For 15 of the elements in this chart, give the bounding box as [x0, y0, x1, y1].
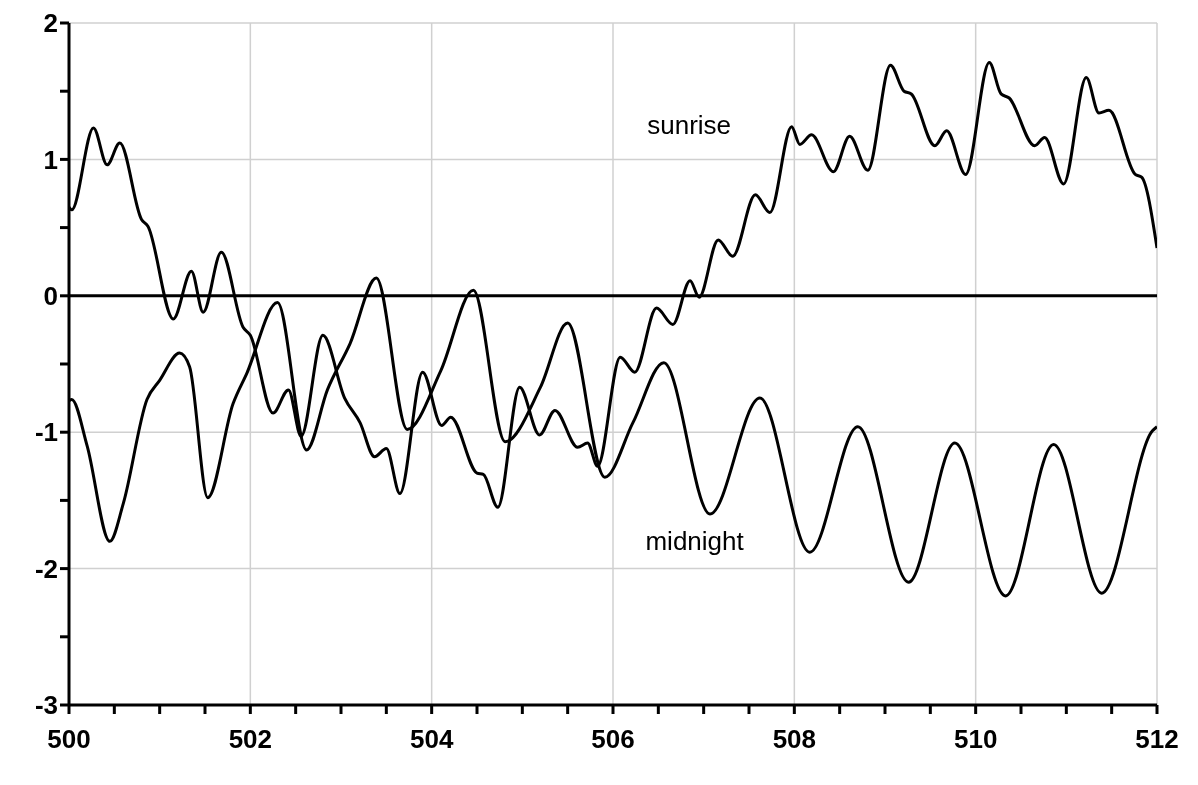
y-tick-label: 1 [43, 144, 58, 175]
x-tick-label: 502 [228, 724, 273, 755]
x-tick-label: 504 [409, 724, 454, 755]
x-tick-label: 512 [1135, 724, 1179, 755]
y-tick-label: -3 [34, 690, 58, 721]
x-tick-label: 508 [772, 724, 817, 755]
y-tick-label: 0 [43, 281, 58, 312]
y-tick-label: -2 [34, 553, 58, 584]
y-tick-label: -1 [34, 417, 58, 448]
text: sunrise [647, 109, 732, 141]
series-label: midnight [645, 525, 744, 557]
x-tick-label: 510 [953, 724, 998, 755]
x-tick-label: 500 [47, 724, 91, 755]
x-tick-label: 506 [591, 724, 635, 755]
y-tick-label: 2 [43, 8, 58, 39]
